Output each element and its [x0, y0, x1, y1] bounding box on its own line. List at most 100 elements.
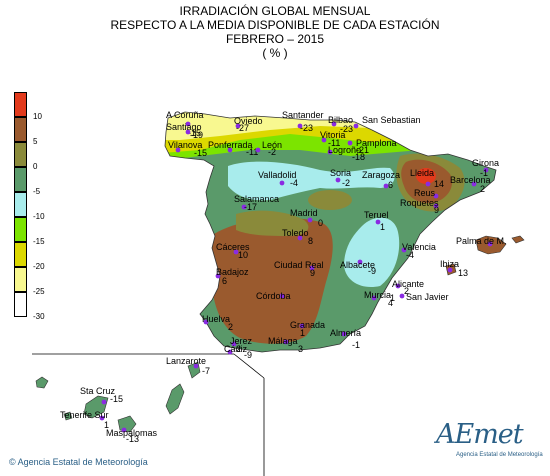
station-name: Salamanca: [234, 194, 279, 204]
station-value: 1: [300, 328, 305, 338]
station-value: -2: [342, 178, 350, 188]
station-name: Teruel: [364, 210, 389, 220]
station-name: Tenerife Sur: [60, 410, 109, 420]
station-value: -9: [368, 266, 376, 276]
station-marker: [235, 123, 241, 129]
station-name: Zaragoza: [362, 170, 400, 180]
zone-minus5-north: [228, 161, 395, 201]
canary-island: [35, 376, 49, 389]
station-marker: [433, 193, 439, 199]
station-value: -9: [244, 350, 252, 360]
station-marker: [233, 249, 239, 255]
zone-over10: [416, 168, 436, 184]
station-name: Reus: [414, 188, 436, 198]
station-name: Albacete: [340, 260, 375, 270]
station-value: -27: [236, 123, 249, 133]
station-name: Granada: [290, 320, 325, 330]
station-value: -11: [246, 147, 258, 157]
station-value: 9: [310, 268, 315, 278]
station-marker: [101, 399, 107, 405]
station-marker: [309, 265, 315, 271]
station-marker: [227, 147, 233, 153]
station-name: Roquetes: [400, 198, 439, 208]
aemet-logo: AEmet: [436, 419, 524, 450]
station-name: Sta Cruz: [80, 386, 116, 396]
station-value: -18: [352, 152, 365, 162]
station-name: Girona: [472, 158, 499, 168]
station-name: Alicante: [392, 279, 424, 289]
station-marker: [99, 415, 105, 421]
station-marker: [399, 293, 405, 299]
station-name: Logroño: [328, 145, 361, 155]
station-value: -17: [244, 202, 257, 212]
station-value: 1: [390, 293, 395, 303]
station-marker: [331, 121, 337, 127]
station-marker: [297, 235, 303, 241]
station-name: Oviedo: [234, 116, 263, 126]
legend-tick: -25: [33, 287, 45, 296]
station-value: -1: [480, 168, 488, 178]
station-marker: [447, 267, 453, 273]
station-marker: [395, 283, 401, 289]
station-name: Barcelona: [450, 175, 491, 185]
station-value: -1: [352, 340, 360, 350]
station-marker: [203, 319, 209, 325]
zone-5-10-south: [211, 218, 333, 344]
station-marker: [279, 180, 285, 186]
menorca-island: [511, 235, 525, 244]
legend-tick: 10: [33, 112, 42, 121]
legend-swatch: [14, 217, 27, 242]
map-unit: ( % ): [262, 46, 288, 60]
legend-tick: 0: [33, 162, 38, 171]
station-value: 8: [308, 236, 313, 246]
station-value: -19: [190, 130, 203, 140]
station-marker: [357, 259, 363, 265]
station-name: Vilanova: [168, 140, 202, 150]
station-value: -15: [110, 394, 123, 404]
station-value: 4: [388, 298, 393, 308]
station-marker: [193, 363, 199, 369]
station-value: 10: [238, 250, 248, 260]
legend-tick: -5: [33, 187, 41, 196]
station-name: San Javier: [406, 292, 449, 302]
station-marker: [175, 147, 181, 153]
station-marker: [401, 247, 407, 253]
station-value: 0: [318, 218, 323, 228]
station-marker: [433, 203, 439, 209]
map-subtitle: RESPECTO A LA MEDIA DISPONIBLE DE CADA E…: [110, 18, 440, 32]
station-marker: [347, 140, 353, 146]
station-name: Santiago: [166, 122, 202, 132]
station-marker: [227, 349, 233, 355]
station-name: Pamplona: [356, 138, 397, 148]
station-name: Badajoz: [216, 267, 249, 277]
station-marker: [335, 177, 341, 183]
station-name: Cáceres: [216, 242, 250, 252]
station-name: Valladolid: [258, 170, 296, 180]
station-name: Ciudad Real: [274, 260, 324, 270]
station-name: Málaga: [268, 336, 298, 346]
station-marker: [231, 341, 237, 347]
station-value: 14: [434, 179, 444, 189]
station-marker: [283, 339, 289, 345]
station-name: Ibiza: [440, 259, 459, 269]
station-value: 2: [480, 184, 485, 194]
station-value: -21: [356, 145, 369, 155]
station-value: 9: [434, 205, 439, 215]
station-marker: [185, 129, 191, 135]
inset-line: [233, 353, 265, 379]
station-marker: [297, 123, 303, 129]
station-name: A Coruña: [166, 110, 204, 120]
aemet-logo-subtitle: Agencia Estatal de Meteorología: [456, 452, 543, 458]
station-name: León: [262, 140, 282, 150]
station-name: Bilbao: [328, 115, 353, 125]
station-value: 1: [104, 420, 109, 430]
station-marker: [299, 323, 305, 329]
station-name: Lleida: [410, 168, 434, 178]
station-marker: [375, 219, 381, 225]
legend-swatch: [14, 142, 27, 167]
station-value: 6: [388, 180, 393, 190]
station-name: Almería: [330, 328, 361, 338]
station-layer: A Coruña-15Santiago-19Oviedo-27Santander…: [60, 110, 507, 444]
station-value: 6: [222, 276, 227, 286]
